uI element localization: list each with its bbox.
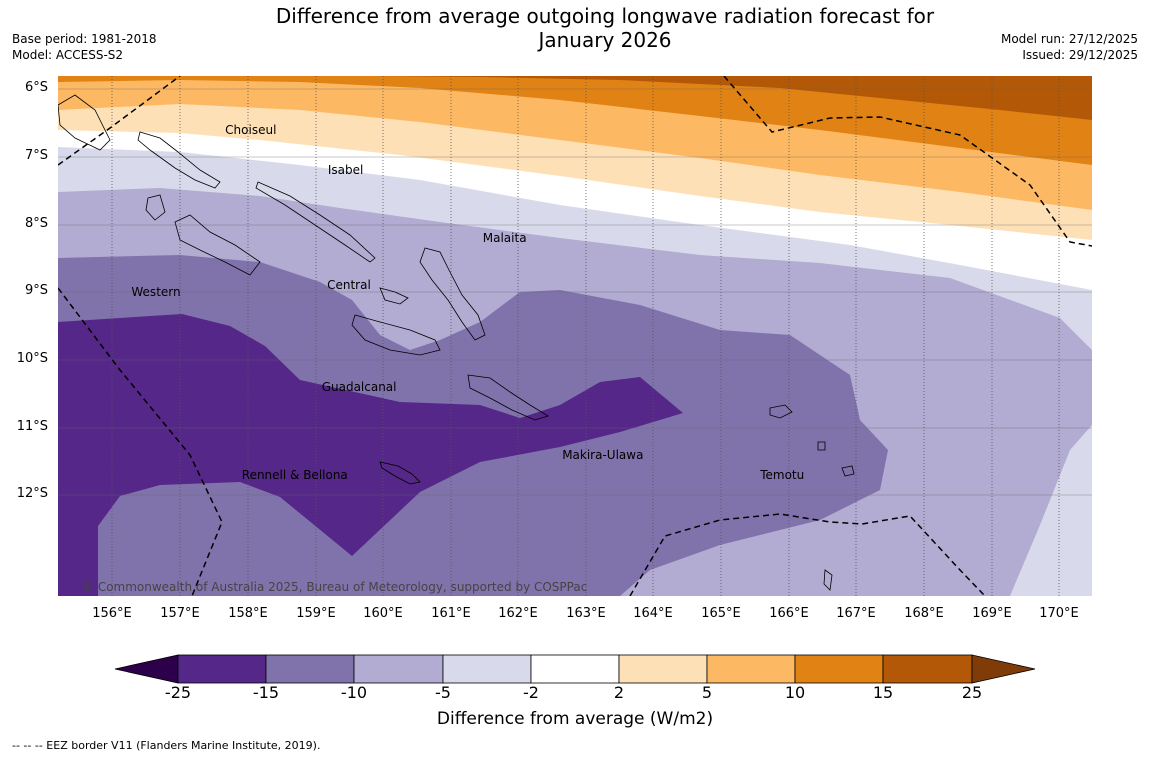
title-line-2: January 2026	[538, 28, 672, 52]
malaita-coast	[419, 247, 486, 341]
colorbar-tick: -2	[523, 683, 539, 702]
lat-label-11s: 11°S	[16, 419, 48, 434]
lon-label-160e: 160°E	[363, 606, 403, 621]
model-name: Model: ACCESS-S2	[12, 48, 124, 62]
eez-footnote: -- -- -- EEZ border V11 (Flanders Marine…	[12, 739, 321, 752]
place-label-temotu: Temotu	[760, 467, 805, 482]
lon-label-163e: 163°E	[566, 606, 606, 621]
colorbar-extend-low	[114, 654, 179, 684]
place-label-western: Western	[131, 285, 181, 300]
lon-label-158e: 158°E	[228, 606, 268, 621]
lon-label-161e: 161°E	[431, 606, 471, 621]
isabel-coast	[255, 181, 376, 263]
colorbar-tick: -5	[435, 683, 451, 702]
lon-label-162e: 162°E	[498, 606, 538, 621]
vella-lavella-coast	[145, 194, 166, 221]
copyright-notice: © Commonwealth of Australia 2025, Bureau…	[82, 580, 588, 594]
utupua-coast	[817, 441, 826, 451]
base-period: Base period: 1981-2018	[12, 32, 157, 46]
meta-left: Base period: 1981-2018 Model: ACCESS-S2	[12, 31, 157, 63]
choiseul-coast	[137, 131, 221, 189]
bougainville-coast	[58, 94, 111, 151]
colorbar-title: Difference from average (W/m2)	[436, 709, 714, 729]
colorbar-seg-3	[353, 654, 444, 684]
new-georgia-coast	[174, 214, 261, 276]
contour-fill	[58, 76, 1092, 596]
contour-band-10-15	[58, 76, 1092, 165]
colorbar-seg-8	[794, 654, 884, 684]
lat-label-12s: 12°S	[16, 486, 48, 501]
eez-borders	[58, 76, 1092, 596]
place-label-central: Central	[327, 278, 371, 293]
torres-islands-coast	[823, 569, 833, 591]
colorbar-extend-high	[971, 654, 1036, 684]
colorbar-seg-9	[882, 654, 973, 684]
colorbar-seg-6	[618, 654, 708, 684]
lat-label-8s: 8°S	[24, 216, 48, 231]
meta-right: Model run: 27/12/2025 Issued: 29/12/2025	[1001, 31, 1138, 63]
guadalcanal-coast	[351, 314, 441, 356]
colorbar-tick: 25	[961, 683, 983, 702]
lon-label-156e: 156°E	[92, 606, 132, 621]
place-label-malaita: Malaita	[482, 230, 527, 245]
colorbar-tick: -25	[164, 683, 192, 702]
colorbar-tick: -15	[252, 683, 280, 702]
lon-label-165e: 165°E	[701, 606, 741, 621]
place-label-rennell-bellona: Rennell & Bellona	[241, 467, 348, 482]
colorbar-seg-2	[265, 654, 355, 684]
florida-islands-coast	[379, 287, 409, 305]
title-line-1: Difference from average outgoing longwav…	[275, 4, 935, 28]
contour-band-15-25	[380, 76, 1092, 120]
lon-label-157e: 157°E	[160, 606, 200, 621]
rennell-coast	[379, 461, 421, 485]
eez-border-northeast	[723, 76, 1092, 247]
lon-label-167e: 167°E	[836, 606, 876, 621]
place-label-isabel: Isabel	[327, 163, 364, 178]
latitude-lines	[58, 88, 1092, 496]
place-label-guadalcanal: Guadalcanal	[321, 379, 397, 394]
colorbar-seg-4	[442, 654, 532, 684]
chart-title: Difference from average outgoing longwav…	[230, 4, 980, 52]
contour-band-minus15-minus25	[58, 314, 683, 596]
lat-label-7s: 7°S	[24, 148, 48, 163]
issued-date: Issued: 29/12/2025	[1022, 48, 1138, 62]
colorbar	[114, 654, 1036, 684]
place-label-choiseul: Choiseul	[225, 122, 277, 137]
coastlines	[58, 94, 855, 591]
colorbar-tick: -10	[340, 683, 368, 702]
place-label-makira-ulawa: Makira-Ulawa	[562, 447, 644, 462]
eez-border-west	[58, 287, 223, 596]
colorbar-seg-7	[706, 654, 796, 684]
lon-label-168e: 168°E	[904, 606, 944, 621]
colorbar-tick: 5	[701, 683, 713, 702]
santa-cruz-coast	[769, 404, 793, 419]
colorbar-tick: 2	[613, 683, 625, 702]
lon-label-159e: 159°E	[296, 606, 336, 621]
lat-label-10s: 10°S	[16, 351, 48, 366]
lat-label-6s: 6°S	[24, 80, 48, 95]
vanikoro-coast	[841, 465, 855, 477]
colorbar-tick: 15	[872, 683, 894, 702]
lon-label-169e: 169°E	[972, 606, 1012, 621]
eez-border-north	[58, 76, 181, 166]
colorbar-seg-5	[530, 654, 620, 684]
colorbar-seg-1	[177, 654, 267, 684]
lat-label-9s: 9°S	[24, 283, 48, 298]
lon-label-166e: 166°E	[769, 606, 809, 621]
lon-label-170e: 170°E	[1039, 606, 1079, 621]
lon-label-164e: 164°E	[633, 606, 673, 621]
colorbar-tick: 10	[784, 683, 806, 702]
model-run: Model run: 27/12/2025	[1000, 32, 1138, 46]
makira-coast	[467, 374, 549, 421]
